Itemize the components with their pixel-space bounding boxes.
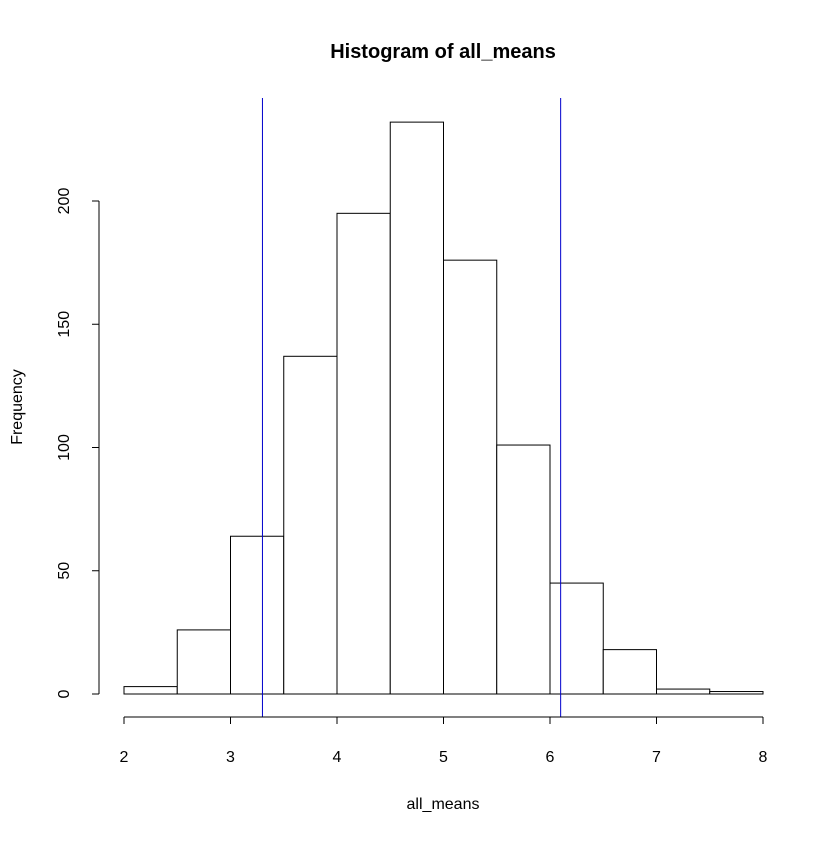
x-tick-label-4: 4 bbox=[333, 749, 342, 766]
y-axis: 0 50 100 150 200 bbox=[56, 188, 100, 698]
x-tick-label-5: 5 bbox=[439, 749, 448, 766]
y-tick-label-0: 0 bbox=[56, 689, 73, 698]
x-axis-label: all_means bbox=[407, 796, 480, 813]
bars-layer bbox=[123, 121, 764, 695]
histogram-bar-6 bbox=[443, 259, 498, 695]
x-tick-label-3: 3 bbox=[226, 749, 235, 766]
chart-title: Histogram of all_means bbox=[330, 41, 556, 63]
histogram-bar-3 bbox=[283, 355, 338, 695]
y-tick-label-150: 150 bbox=[56, 311, 73, 338]
histogram-bar-5 bbox=[389, 121, 444, 695]
x-tick-label-2: 2 bbox=[120, 749, 129, 766]
histogram-bar-9 bbox=[602, 649, 657, 695]
histogram-bar-11 bbox=[709, 691, 764, 695]
y-tick-label-200: 200 bbox=[56, 188, 73, 215]
x-tick-label-8: 8 bbox=[759, 749, 768, 766]
y-axis-label: Frequency bbox=[9, 369, 26, 445]
y-tick-label-50: 50 bbox=[56, 562, 73, 580]
histogram-bar-8 bbox=[549, 582, 604, 695]
x-tick-label-7: 7 bbox=[652, 749, 661, 766]
histogram-bar-10 bbox=[656, 688, 711, 695]
histogram-bar-1 bbox=[176, 629, 231, 695]
reference-lines bbox=[261, 98, 562, 717]
y-tick-label-100: 100 bbox=[56, 434, 73, 461]
histogram-bar-7 bbox=[496, 444, 551, 695]
x-tick-label-6: 6 bbox=[546, 749, 555, 766]
histogram-bar-0 bbox=[123, 686, 178, 695]
histogram-bar-4 bbox=[336, 212, 391, 695]
histogram-bar-2 bbox=[230, 535, 285, 695]
x-axis: 2 3 4 5 6 7 8 bbox=[120, 716, 768, 766]
